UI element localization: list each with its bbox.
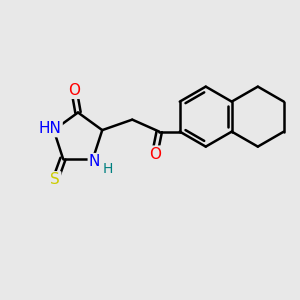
Text: HN: HN — [39, 121, 62, 136]
Text: H: H — [102, 162, 112, 176]
Text: S: S — [50, 172, 60, 187]
Text: N: N — [89, 154, 100, 169]
Text: O: O — [149, 147, 161, 162]
Text: O: O — [68, 83, 80, 98]
